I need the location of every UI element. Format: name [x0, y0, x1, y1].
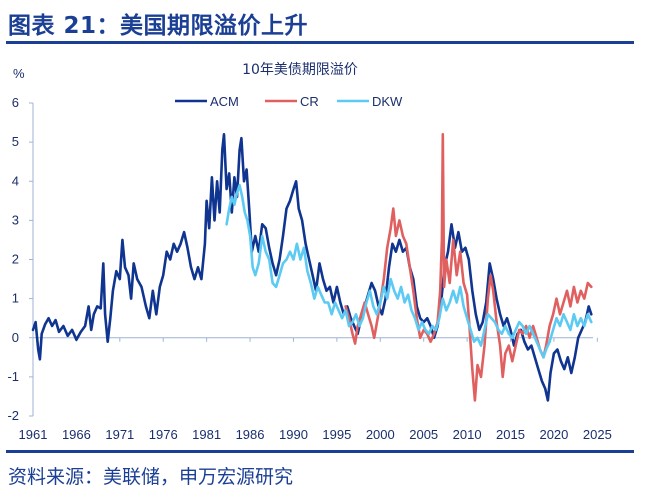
footer-divider: [6, 450, 634, 453]
x-tick-label: 1995: [322, 427, 351, 442]
x-tick-label: 1986: [236, 427, 265, 442]
legend-label-cr: CR: [300, 94, 319, 109]
x-tick-label: 1971: [105, 427, 134, 442]
x-tick-label: 2005: [409, 427, 438, 442]
legend: ACM CR DKW: [175, 94, 403, 109]
y-tick-label: -1: [7, 369, 19, 384]
series-layer: [31, 133, 593, 402]
x-tick-label: 1990: [279, 427, 308, 442]
y-tick-label: 0: [12, 330, 19, 345]
y-tick-label: 1: [12, 291, 19, 306]
x-tick-label: 2025: [583, 427, 612, 442]
x-tick-label: 1981: [192, 427, 221, 442]
y-tick-label: 6: [12, 95, 19, 110]
legend-label-acm: ACM: [210, 94, 239, 109]
x-tick-label: 1976: [149, 427, 178, 442]
y-tick-label: 3: [12, 212, 19, 227]
y-tick-label: 5: [12, 134, 19, 149]
y-axis-unit-label: %: [13, 66, 25, 81]
x-tick-label: 1961: [19, 427, 48, 442]
x-tick-label: 2015: [496, 427, 525, 442]
legend-label-dkw: DKW: [372, 94, 403, 109]
series-line-acm: [31, 133, 593, 402]
x-tick-label: 2000: [366, 427, 395, 442]
figure-title: 图表 21：美国期限溢价上升: [8, 13, 309, 39]
series-line-dkw: [225, 183, 593, 359]
y-tick-label: 4: [12, 173, 19, 188]
x-tick-label: 2020: [539, 427, 568, 442]
x-tick-label: 2010: [453, 427, 482, 442]
title-divider: [6, 41, 634, 44]
y-tick-label: -2: [7, 408, 19, 423]
line-chart: 10年美债期限溢价 % ACM CR DKW -2 -1 0 1 2 3 4 5 6 1961 1966…: [7, 62, 611, 442]
chart-title: 10年美债期限溢价: [242, 62, 358, 78]
y-tick-label: 2: [12, 252, 19, 267]
axes: -2 -1 0 1 2 3 4 5 6 1961 1966 1971 1976 1981 1986 1990 1…: [7, 95, 611, 442]
x-tick-label: 1966: [62, 427, 91, 442]
series-line-cr: [344, 133, 593, 402]
source-note: 资料来源：美联储，申万宏源研究: [8, 466, 294, 488]
